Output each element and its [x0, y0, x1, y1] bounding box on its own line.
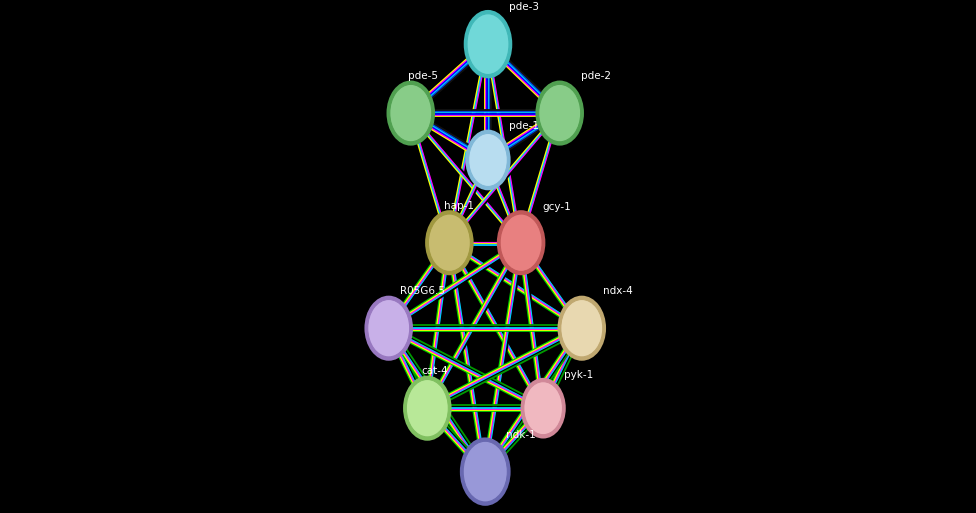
- Ellipse shape: [464, 441, 508, 502]
- Text: hap-1: hap-1: [444, 201, 474, 211]
- Text: ndk-1: ndk-1: [507, 429, 536, 440]
- Text: R05G6.5: R05G6.5: [400, 286, 445, 296]
- Ellipse shape: [403, 376, 452, 441]
- Ellipse shape: [500, 214, 542, 271]
- Ellipse shape: [386, 81, 435, 146]
- Ellipse shape: [466, 130, 510, 190]
- Text: ndx-4: ndx-4: [603, 286, 632, 296]
- Ellipse shape: [428, 214, 470, 271]
- Text: pde-3: pde-3: [508, 2, 539, 12]
- Text: pyk-1: pyk-1: [564, 369, 593, 380]
- Ellipse shape: [497, 210, 546, 275]
- Ellipse shape: [389, 85, 431, 142]
- Ellipse shape: [364, 295, 413, 361]
- Ellipse shape: [561, 300, 603, 357]
- Text: gcy-1: gcy-1: [542, 202, 571, 212]
- Ellipse shape: [468, 14, 508, 74]
- Ellipse shape: [536, 81, 584, 146]
- Text: cat-4: cat-4: [422, 366, 448, 376]
- Ellipse shape: [468, 133, 508, 186]
- Ellipse shape: [524, 382, 562, 435]
- Ellipse shape: [557, 295, 606, 361]
- Text: pde-2: pde-2: [581, 71, 611, 81]
- Text: pde-5: pde-5: [408, 71, 438, 81]
- Ellipse shape: [464, 10, 512, 78]
- Ellipse shape: [406, 380, 448, 437]
- Ellipse shape: [368, 300, 410, 357]
- Ellipse shape: [520, 378, 566, 439]
- Text: pde-1: pde-1: [508, 121, 539, 131]
- Ellipse shape: [426, 210, 473, 275]
- Ellipse shape: [539, 85, 581, 142]
- Ellipse shape: [460, 438, 510, 506]
